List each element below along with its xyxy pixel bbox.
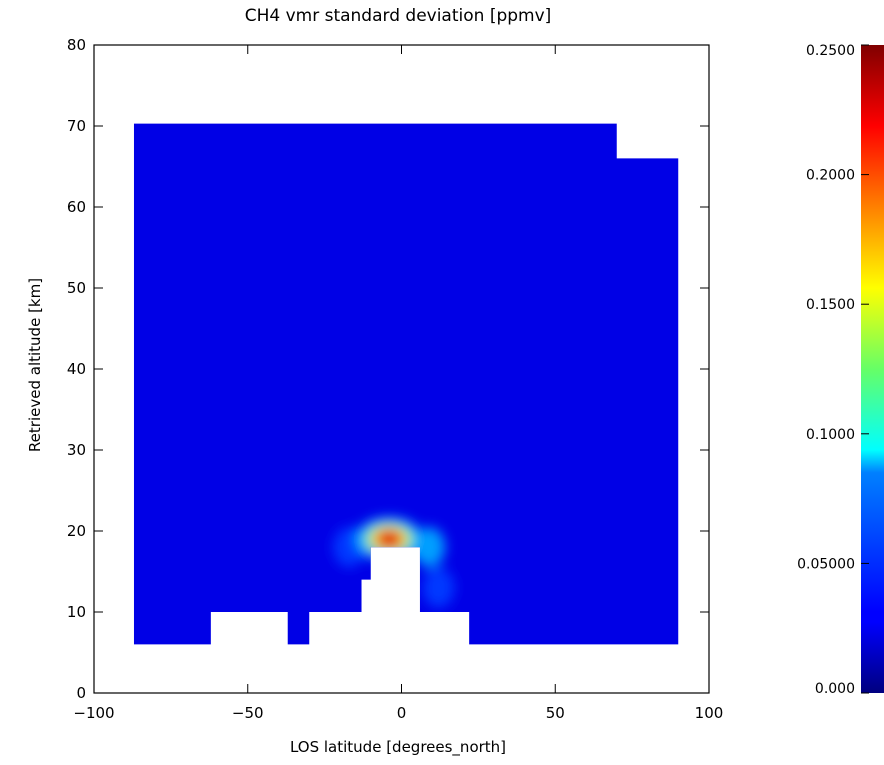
x-tick-label: 100 xyxy=(695,704,724,722)
y-tick-label: 50 xyxy=(67,279,86,297)
colorbar-tick-label: 0.2000 xyxy=(806,168,855,184)
y-tick-label: 40 xyxy=(67,360,86,378)
colorbar-tick-label: 0.05000 xyxy=(797,556,855,572)
x-axis-label: LOS latitude [degrees_north] xyxy=(290,738,506,757)
heatmap-field xyxy=(133,123,679,645)
x-tick-label: −50 xyxy=(232,704,264,722)
y-tick-label: 30 xyxy=(67,441,86,459)
x-tick-label: 50 xyxy=(546,704,565,722)
y-tick-label: 70 xyxy=(67,117,86,135)
colorbar-tick-label: 0.1500 xyxy=(806,297,855,313)
y-tick-label: 0 xyxy=(76,684,86,702)
colorbar-gradient xyxy=(861,45,884,693)
y-tick-label: 60 xyxy=(67,198,86,216)
x-tick-label: 0 xyxy=(397,704,407,722)
colorbar-tick-label: 0.000 xyxy=(815,681,855,697)
colorbar-tick-label: 0.2500 xyxy=(806,43,855,59)
y-tick-label: 10 xyxy=(67,603,86,621)
x-tick-label: −100 xyxy=(73,704,114,722)
y-axis-label: Retrieved altitude [km] xyxy=(26,278,44,452)
y-axis: 0 10 20 30 40 50 60 70 80 xyxy=(67,36,709,702)
colorbar: 0.000 0.05000 0.1000 0.1500 0.2000 0.2500 xyxy=(797,43,884,697)
heat-feature xyxy=(422,567,455,608)
y-tick-label: 80 xyxy=(67,36,86,54)
colorbar-tick-label: 0.1000 xyxy=(806,427,855,443)
x-axis: −100 −50 0 50 100 xyxy=(73,45,723,722)
y-tick-label: 20 xyxy=(67,522,86,540)
chart-title: CH4 vmr standard deviation [ppmv] xyxy=(245,6,552,26)
heat-feature xyxy=(380,533,399,546)
